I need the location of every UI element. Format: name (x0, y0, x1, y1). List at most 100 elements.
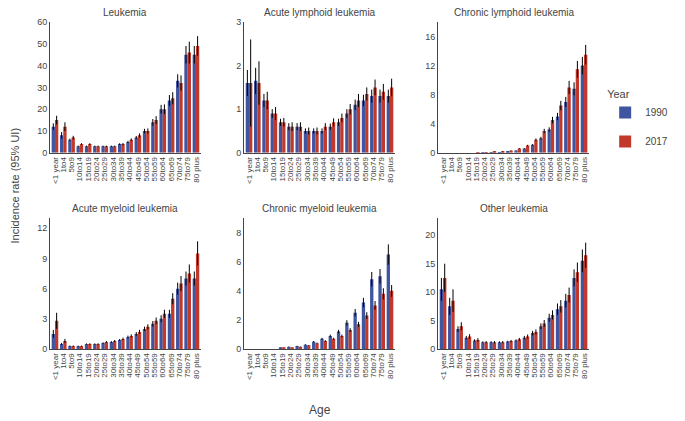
svg-text:80 plus: 80 plus (386, 157, 395, 183)
svg-text:30to34: 30to34 (109, 353, 118, 378)
svg-text:Incidence rate (95% UI): Incidence rate (95% UI) (9, 128, 21, 244)
svg-text:60to64: 60to64 (546, 156, 555, 181)
svg-text:10to14: 10to14 (75, 353, 84, 378)
svg-text:75to79: 75to79 (183, 353, 192, 378)
svg-text:35to39: 35to39 (505, 353, 514, 378)
svg-text:30: 30 (37, 83, 47, 93)
svg-text:1990: 1990 (645, 107, 668, 118)
svg-text:20to24: 20to24 (480, 156, 489, 181)
svg-text:80 plus: 80 plus (580, 157, 589, 183)
svg-text:65to69: 65to69 (167, 353, 176, 378)
svg-text:20: 20 (425, 230, 435, 240)
svg-text:Acute myeloid leukemia: Acute myeloid leukemia (72, 203, 178, 214)
svg-text:1: 1 (236, 104, 241, 114)
svg-text:5to9: 5to9 (67, 353, 76, 369)
svg-text:45to49: 45to49 (134, 156, 143, 181)
svg-text:12: 12 (37, 223, 47, 233)
svg-text:45to49: 45to49 (522, 353, 531, 378)
svg-text:<1 year: <1 year (439, 353, 448, 380)
svg-text:40to44: 40to44 (125, 353, 134, 378)
svg-text:75to79: 75to79 (571, 156, 580, 181)
svg-text:60to64: 60to64 (158, 156, 167, 181)
svg-text:65to69: 65to69 (167, 156, 176, 181)
svg-text:70to74: 70to74 (563, 156, 572, 181)
svg-text:40to44: 40to44 (513, 156, 522, 181)
svg-text:1to4: 1to4 (447, 353, 456, 369)
svg-text:65to69: 65to69 (361, 156, 370, 181)
svg-text:40to44: 40to44 (319, 156, 328, 181)
svg-text:60: 60 (37, 17, 47, 27)
svg-text:6: 6 (236, 257, 241, 267)
svg-text:45to49: 45to49 (522, 156, 531, 181)
svg-text:3: 3 (42, 314, 47, 324)
svg-text:35to39: 35to39 (311, 353, 320, 378)
svg-text:55to59: 55to59 (150, 156, 159, 181)
svg-text:Leukemia: Leukemia (103, 7, 147, 18)
svg-text:75to79: 75to79 (183, 156, 192, 181)
svg-text:12: 12 (425, 61, 435, 71)
svg-text:35to39: 35to39 (117, 353, 126, 378)
svg-text:40: 40 (37, 61, 47, 71)
svg-text:Other leukemia: Other leukemia (480, 203, 548, 214)
svg-text:45to49: 45to49 (134, 353, 143, 378)
svg-text:<1 year: <1 year (439, 157, 448, 184)
svg-text:16: 16 (425, 32, 435, 42)
svg-text:<1 year: <1 year (51, 157, 60, 184)
svg-text:20: 20 (37, 104, 47, 114)
svg-text:1to4: 1to4 (59, 353, 68, 369)
svg-text:25to29: 25to29 (100, 156, 109, 181)
svg-text:15: 15 (425, 259, 435, 269)
svg-text:25to29: 25to29 (488, 156, 497, 181)
svg-text:2017: 2017 (645, 136, 668, 147)
svg-text:45to49: 45to49 (328, 353, 337, 378)
svg-text:5to9: 5to9 (261, 156, 270, 172)
svg-text:30to34: 30to34 (303, 156, 312, 181)
svg-text:20to24: 20to24 (286, 353, 295, 378)
svg-text:55to59: 55to59 (538, 156, 547, 181)
svg-text:10: 10 (425, 287, 435, 297)
svg-text:70to74: 70to74 (563, 353, 572, 378)
svg-text:5: 5 (430, 316, 435, 326)
svg-text:80 plus: 80 plus (192, 353, 201, 379)
svg-text:60to64: 60to64 (352, 353, 361, 378)
svg-text:8: 8 (236, 228, 241, 238)
svg-text:50to54: 50to54 (530, 156, 539, 181)
svg-text:2: 2 (236, 315, 241, 325)
svg-text:1to4: 1to4 (447, 156, 456, 172)
svg-text:60to64: 60to64 (546, 353, 555, 378)
svg-text:25to29: 25to29 (294, 353, 303, 378)
svg-text:20to24: 20to24 (286, 156, 295, 181)
svg-text:1to4: 1to4 (253, 156, 262, 172)
svg-text:50to54: 50to54 (142, 353, 151, 378)
svg-text:55to59: 55to59 (538, 353, 547, 378)
svg-text:Acute lymphoid leukemia: Acute lymphoid leukemia (264, 7, 376, 18)
svg-text:75to79: 75to79 (377, 353, 386, 378)
svg-text:60to64: 60to64 (352, 156, 361, 181)
svg-text:80 plus: 80 plus (386, 353, 395, 379)
svg-text:30to34: 30to34 (497, 353, 506, 378)
svg-text:0: 0 (430, 148, 435, 158)
svg-text:40to44: 40to44 (125, 156, 134, 181)
svg-text:10to14: 10to14 (269, 353, 278, 378)
svg-text:<1 year: <1 year (245, 353, 254, 380)
svg-text:65to69: 65to69 (555, 156, 564, 181)
svg-text:55to59: 55to59 (344, 156, 353, 181)
svg-text:35to39: 35to39 (117, 156, 126, 181)
svg-text:<1 year: <1 year (51, 353, 60, 380)
svg-text:80 plus: 80 plus (192, 157, 201, 183)
svg-text:<1 year: <1 year (245, 157, 254, 184)
svg-text:Chronic lymphoid leukemia: Chronic lymphoid leukemia (454, 7, 574, 18)
svg-text:0: 0 (236, 148, 241, 158)
svg-text:70to74: 70to74 (175, 156, 184, 181)
svg-text:0: 0 (42, 148, 47, 158)
svg-text:40to44: 40to44 (513, 353, 522, 378)
svg-text:50to54: 50to54 (142, 156, 151, 181)
svg-text:35to39: 35to39 (505, 156, 514, 181)
svg-text:50to54: 50to54 (336, 353, 345, 378)
svg-text:5to9: 5to9 (261, 353, 270, 369)
svg-text:10to14: 10to14 (464, 353, 473, 378)
svg-text:65to69: 65to69 (361, 353, 370, 378)
svg-text:6: 6 (42, 284, 47, 294)
svg-text:10: 10 (37, 126, 47, 136)
svg-text:1to4: 1to4 (253, 353, 262, 369)
